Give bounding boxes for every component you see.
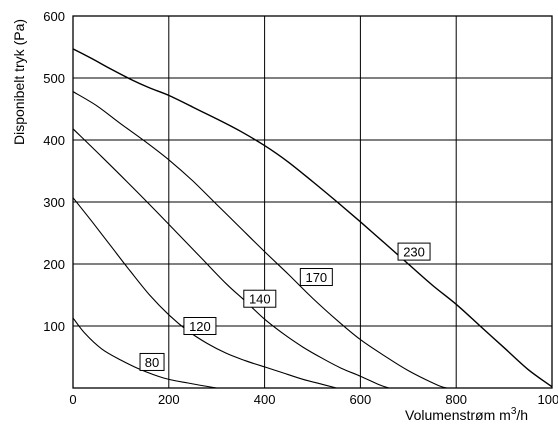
curve-label-230: 230 bbox=[398, 243, 430, 260]
x-axis-label: Volumenstrøm m3/h bbox=[405, 406, 528, 423]
x-tick-label: 400 bbox=[254, 392, 276, 407]
curve-label-text: 230 bbox=[403, 245, 425, 260]
y-tick-label: 600 bbox=[43, 9, 65, 24]
curve-label-120: 120 bbox=[184, 318, 216, 335]
curve-label-text: 170 bbox=[305, 270, 327, 285]
curve-label-140: 140 bbox=[244, 290, 276, 307]
y-tick-label: 200 bbox=[43, 257, 65, 272]
curve-label-text: 120 bbox=[189, 319, 211, 334]
curve-label-170: 170 bbox=[300, 269, 332, 286]
y-tick-label: 100 bbox=[43, 319, 65, 334]
y-axis-label: Disponibelt tryk (Pa) bbox=[11, 19, 27, 145]
x-axis-label-main: Volumenstrøm m bbox=[405, 407, 511, 423]
curve-120 bbox=[73, 198, 337, 388]
x-axis-label-suffix: /h bbox=[516, 407, 528, 423]
curve-170 bbox=[73, 92, 447, 388]
x-tick-label: 0 bbox=[69, 392, 76, 407]
tick-labels: 0 200 400 600 800 1000 100 200 300 400 500 600 bbox=[43, 9, 558, 407]
fan-curves bbox=[73, 49, 552, 388]
curve-label-80: 80 bbox=[140, 353, 164, 370]
y-tick-label: 300 bbox=[43, 195, 65, 210]
grid bbox=[73, 16, 552, 388]
x-tick-label: 800 bbox=[445, 392, 467, 407]
curve-label-text: 80 bbox=[145, 355, 159, 370]
y-tick-label: 500 bbox=[43, 71, 65, 86]
curve-label-text: 140 bbox=[249, 292, 271, 307]
x-tick-label: 1000 bbox=[538, 392, 558, 407]
curve-230 bbox=[73, 49, 552, 387]
x-tick-label: 600 bbox=[350, 392, 372, 407]
y-tick-label: 400 bbox=[43, 133, 65, 148]
curve-labels: 80 120 140 170 230 bbox=[140, 243, 430, 370]
x-tick-label: 200 bbox=[158, 392, 180, 407]
